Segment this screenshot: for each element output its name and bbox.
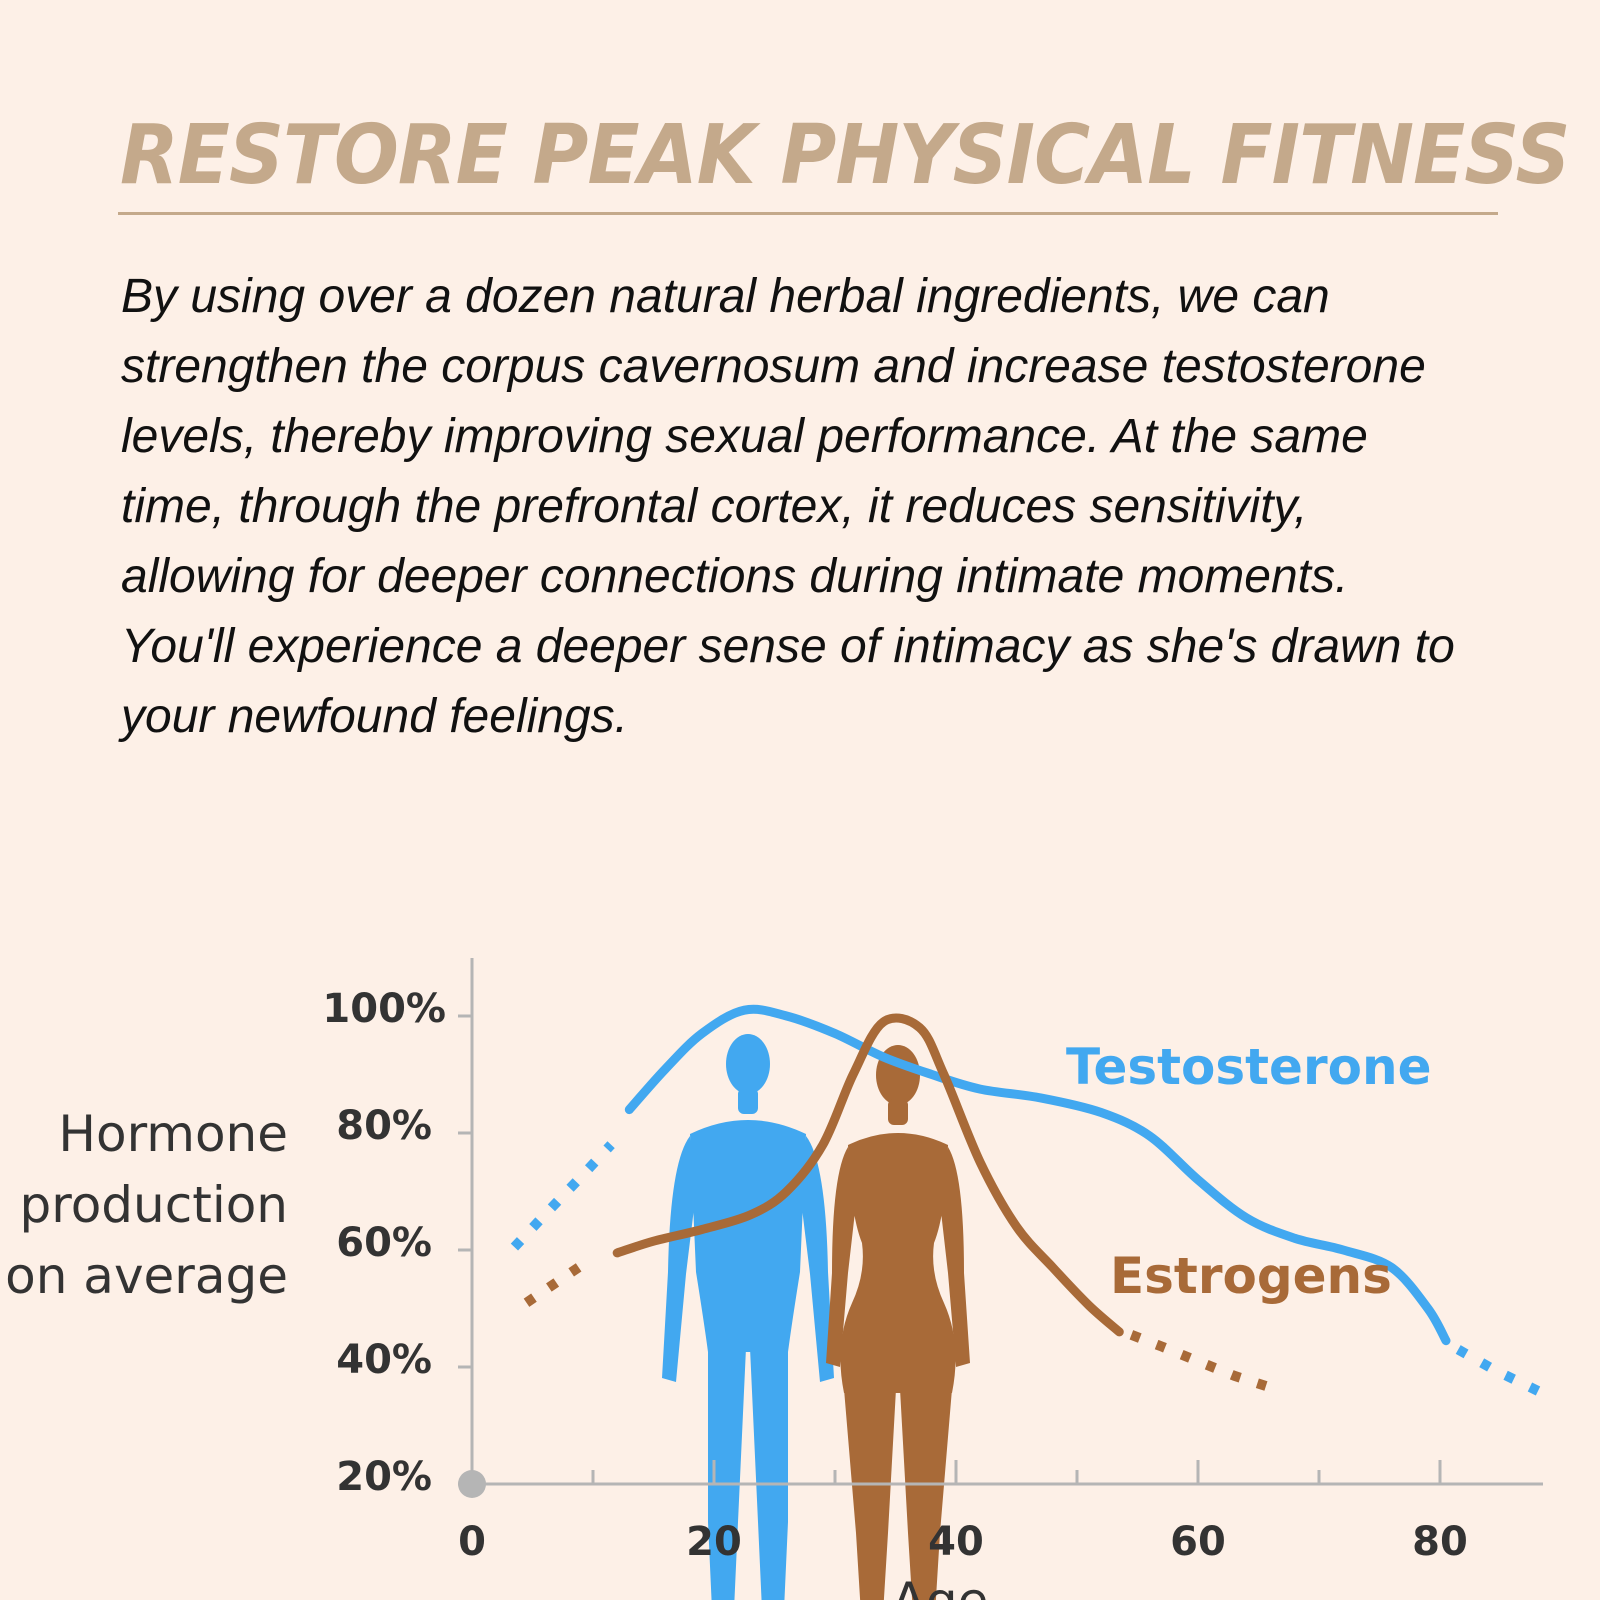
- y-tick-label-60: 60%: [336, 1220, 432, 1266]
- x-tick-label-0: 0: [458, 1519, 486, 1565]
- y-axis-title-line-3: on average: [5, 1247, 288, 1305]
- page-title: RESTORE PEAK PHYSICAL FITNESS: [120, 108, 1570, 203]
- x-tick-label-40: 40: [928, 1519, 984, 1565]
- testosterone-line-dotted-start: [510, 1141, 615, 1251]
- body-paragraph: By using over a dozen natural herbal ing…: [121, 270, 1455, 743]
- legend-testosterone: Testosterone: [1066, 1038, 1431, 1096]
- x-tick-label-60: 60: [1170, 1519, 1226, 1565]
- estrogens-line: [612, 1013, 1124, 1337]
- y-tick-label-40: 40%: [336, 1337, 432, 1383]
- x-tick-label-20: 20: [686, 1519, 742, 1565]
- female-silhouette-icon: [826, 1045, 970, 1600]
- estrogens-series: [523, 1013, 1273, 1393]
- estrogens-line-dotted-start: [523, 1257, 590, 1307]
- y-tick-label-80: 80%: [336, 1103, 432, 1149]
- testosterone-series: [510, 1004, 1552, 1401]
- estrogens-line-dotted-end: [1129, 1330, 1273, 1393]
- y-axis-title-line-1: Hormone: [58, 1105, 288, 1163]
- male-silhouette-icon: [662, 1034, 834, 1600]
- testosterone-line-dotted-end: [1455, 1345, 1552, 1401]
- y-axis-title-line-2: production: [20, 1176, 288, 1234]
- x-tick-label-80: 80: [1412, 1519, 1468, 1565]
- y-tick-label-100: 100%: [322, 986, 446, 1032]
- x-axis-title: Age: [892, 1572, 989, 1600]
- title-underline: [118, 212, 1498, 215]
- testosterone-line: [624, 1004, 1451, 1346]
- y-tick-label-20: 20%: [336, 1454, 432, 1500]
- legend-estrogens: Estrogens: [1110, 1247, 1392, 1305]
